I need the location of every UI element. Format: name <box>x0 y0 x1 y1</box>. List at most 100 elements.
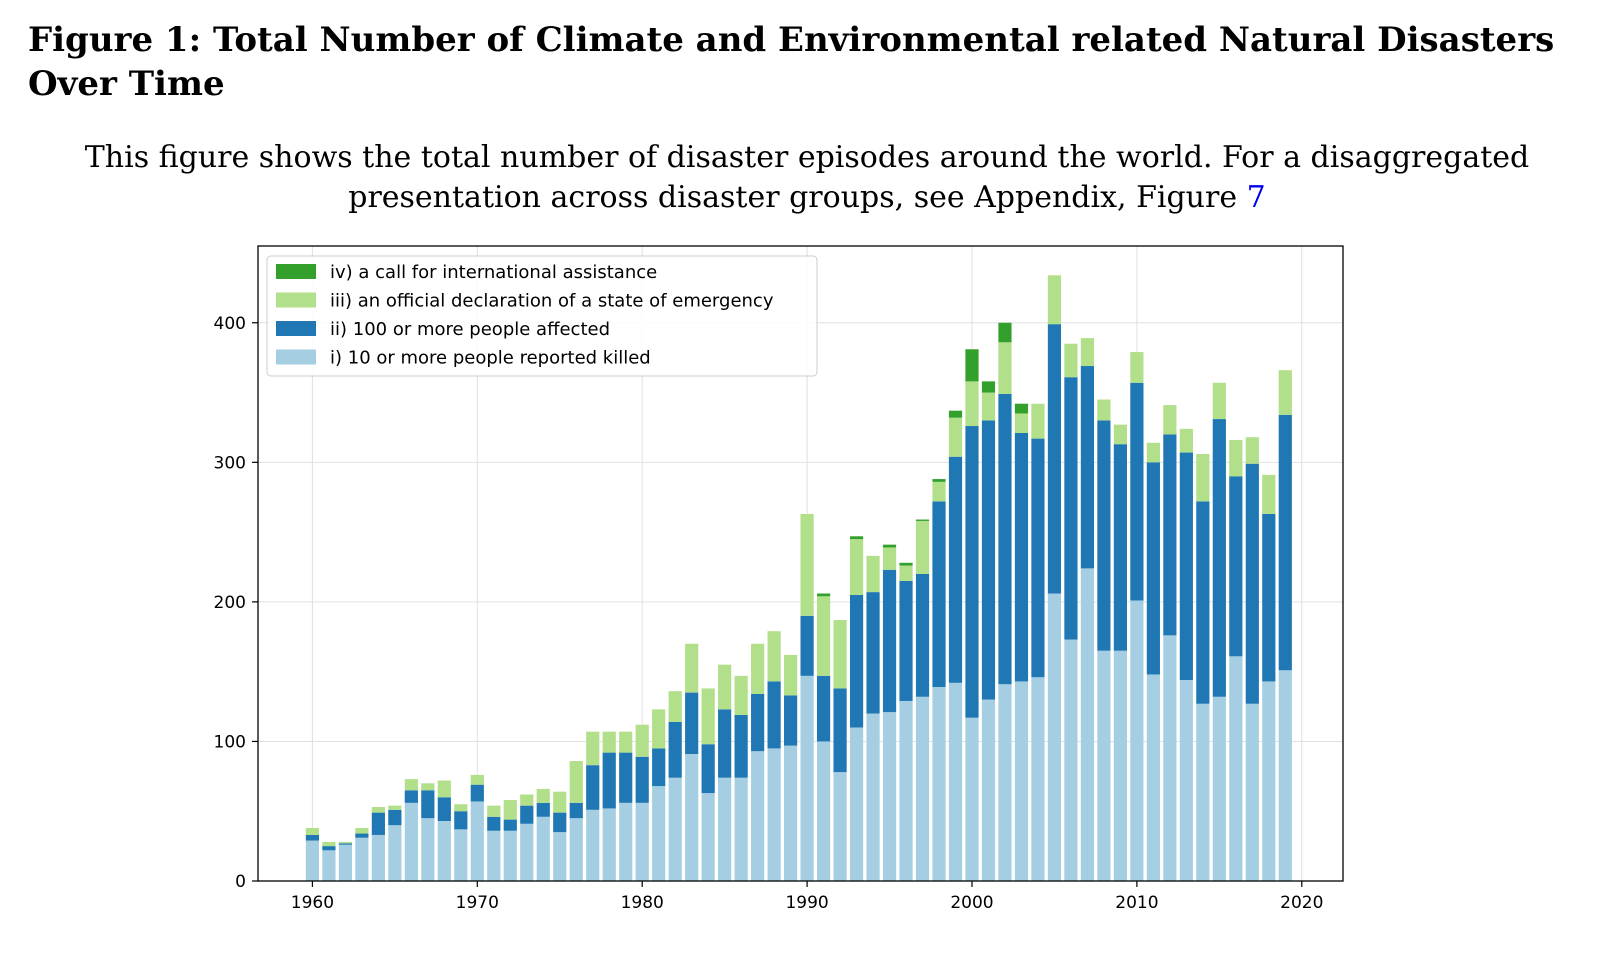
bar-segment-2 <box>355 833 369 838</box>
bar-segment-3 <box>784 654 798 696</box>
bar-segment-1 <box>1113 650 1127 881</box>
bar-segment-2 <box>784 695 798 746</box>
bar-segment-3 <box>520 794 534 806</box>
bar-segment-2 <box>602 752 616 809</box>
bar-segment-1 <box>1179 680 1193 881</box>
bar-segment-2 <box>1245 463 1259 704</box>
bar-segment-3 <box>487 805 501 817</box>
bar-segment-3 <box>816 596 831 676</box>
bar-segment-1 <box>619 802 633 881</box>
bar-segment-1 <box>1080 568 1095 881</box>
bar-segment-2 <box>520 805 534 824</box>
bar-segment-3 <box>1080 338 1095 367</box>
bar-segment-3 <box>355 827 369 834</box>
caption-text: This figure shows the total number of di… <box>84 140 1530 215</box>
bar-segment-1 <box>305 840 320 881</box>
bar-segment-3 <box>965 381 979 427</box>
x-tick-label: 1960 <box>291 893 334 913</box>
bar-segment-1 <box>1163 635 1177 881</box>
bar-segment-2 <box>1031 438 1045 678</box>
bar-segment-2 <box>1047 324 1062 594</box>
y-tick-label: 0 <box>235 872 246 892</box>
bar-segment-2 <box>454 811 468 830</box>
bar-segment-1 <box>1229 656 1243 881</box>
bar-segment-2 <box>1179 452 1193 681</box>
bar-segment-3 <box>1212 382 1226 420</box>
bar-segment-4 <box>915 519 930 521</box>
bar-segment-1 <box>1245 703 1259 881</box>
bar-segment-4 <box>998 322 1012 343</box>
bar-segment-3 <box>470 774 484 785</box>
bar-segment-2 <box>487 816 501 831</box>
plot-frame <box>257 245 1344 882</box>
bar-segment-2 <box>652 748 666 787</box>
bar-segment-2 <box>899 580 913 701</box>
bar-segment-1 <box>668 777 682 881</box>
bar-segment-3 <box>1245 437 1259 464</box>
bar-segment-2 <box>1163 434 1177 636</box>
figure-reference-link[interactable]: 7 <box>1246 180 1266 215</box>
bar-segment-2 <box>619 752 633 803</box>
bar-segment-1 <box>800 675 814 881</box>
bar-segment-3 <box>1130 352 1144 383</box>
bar-segment-1 <box>767 748 781 881</box>
bar-segment-1 <box>751 751 765 881</box>
bar-segment-1 <box>948 682 963 881</box>
bar-segment-1 <box>586 809 600 881</box>
bar-segment-2 <box>1130 382 1144 601</box>
bar-segment-3 <box>635 724 649 757</box>
bar-segment-2 <box>388 809 402 826</box>
bar-segment-1 <box>1031 677 1045 881</box>
bar-segment-2 <box>1080 366 1095 569</box>
bar-segment-3 <box>882 547 897 570</box>
bar-segment-3 <box>668 691 682 722</box>
bar-segment-1 <box>1130 600 1144 881</box>
legend-swatch <box>276 349 316 365</box>
bar-segment-1 <box>1064 639 1078 881</box>
bar-segment-2 <box>1064 377 1078 640</box>
y-tick-label: 200 <box>214 593 246 613</box>
bar-segment-2 <box>404 790 418 803</box>
bar-segment-2 <box>586 765 600 810</box>
bar-segment-2 <box>1113 444 1127 651</box>
bar-segment-1 <box>602 808 616 881</box>
bar-segment-2 <box>437 797 451 821</box>
bar-segment-1 <box>1212 696 1226 881</box>
bar-segment-3 <box>454 804 468 812</box>
bar-segment-2 <box>371 812 385 835</box>
bar-segment-1 <box>932 687 946 881</box>
bar-segment-1 <box>470 801 484 881</box>
bar-segment-1 <box>1146 674 1160 881</box>
bar-segment-3 <box>569 760 583 803</box>
bar-segment-3 <box>503 800 517 820</box>
bar-segment-2 <box>981 420 996 700</box>
bar-segment-1 <box>1278 670 1292 881</box>
bar-segment-3 <box>338 841 352 844</box>
bar-segment-4 <box>849 536 864 540</box>
bar-segment-1 <box>536 816 550 881</box>
legend-label: iii) an official declaration of a state … <box>330 291 774 312</box>
bar-segment-2 <box>322 846 336 851</box>
bar-segment-3 <box>1196 453 1210 502</box>
bar-segment-1 <box>355 837 369 881</box>
bar-segment-3 <box>371 807 385 813</box>
bar-segment-1 <box>685 754 699 881</box>
bar-segment-3 <box>948 417 963 457</box>
bar-segment-1 <box>701 793 715 881</box>
bar-segment-2 <box>305 834 320 841</box>
figure-title: Figure 1: Total Number of Climate and En… <box>28 20 1555 104</box>
bar-segment-2 <box>849 594 864 728</box>
bar-segment-3 <box>915 520 930 574</box>
x-tick-label: 2000 <box>950 893 993 913</box>
bar-segment-1 <box>569 818 583 881</box>
bar-segment-1 <box>849 727 864 881</box>
bar-segment-2 <box>767 681 781 749</box>
bar-segment-1 <box>1047 593 1062 881</box>
bar-segment-4 <box>816 593 831 597</box>
bar-segment-2 <box>833 688 847 773</box>
bar-segment-3 <box>388 805 402 810</box>
bar-segment-1 <box>816 741 831 881</box>
bar-segment-3 <box>1262 474 1276 514</box>
bar-segment-1 <box>1196 703 1210 881</box>
bar-segment-3 <box>602 731 616 753</box>
